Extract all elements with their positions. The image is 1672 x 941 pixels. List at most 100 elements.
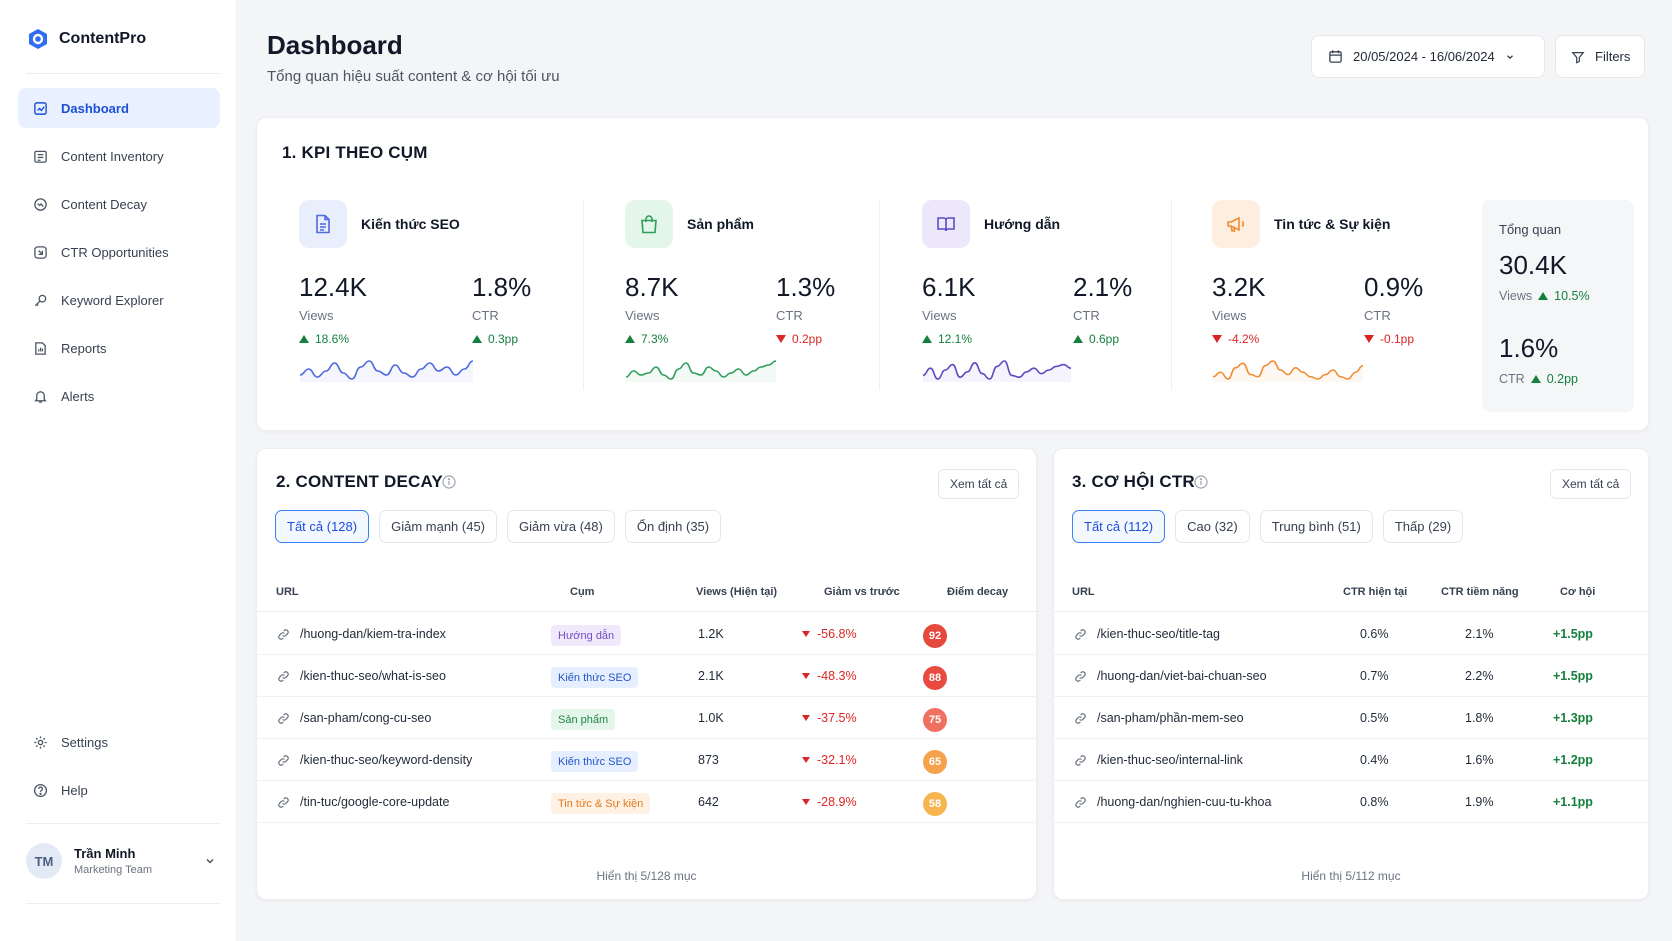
sidebar-item-dashboard[interactable]: Dashboard	[18, 88, 220, 128]
arrow-up-icon	[922, 335, 932, 343]
row-url[interactable]: /san-pham/cong-cu-seo	[300, 711, 432, 725]
row-opportunity: +1.5pp	[1553, 669, 1593, 683]
chip-medium[interactable]: Trung bình (51)	[1259, 510, 1373, 543]
table-row[interactable]: /huong-dan/nghien-cuu-tu-khoa 0.8% 1.9% +1.…	[1054, 781, 1648, 823]
see-all-button[interactable]: Xem tất cả	[1550, 469, 1632, 499]
cluster-tag: Tin tức & Sự kiện	[551, 793, 651, 814]
date-range-picker[interactable]: 20/05/2024 - 16/06/2024	[1311, 35, 1545, 78]
sidebar-item-settings[interactable]: Settings	[18, 722, 220, 762]
row-url[interactable]: /kien-thuc-seo/what-is-seo	[300, 669, 446, 683]
sidebar-item-label: Alerts	[61, 388, 95, 404]
sparkline-area	[923, 361, 1071, 382]
total-ctr-value: 1.6%	[1499, 333, 1559, 363]
chip-all[interactable]: Tất cả (112)	[1072, 510, 1166, 543]
col-views[interactable]: Views (Hiện tại)	[696, 586, 778, 598]
row-url[interactable]: /kien-thuc-seo/internal-link	[1097, 753, 1243, 767]
cluster-name: Kiến thức SEO	[361, 216, 460, 232]
table-row[interactable]: /huong-dan/kiem-tra-index Hướng dẫn 1.2K -5…	[257, 613, 1036, 655]
col-potential-ctr[interactable]: CTR tiềm năng	[1441, 586, 1519, 598]
arrow-down-icon	[1212, 335, 1222, 343]
table-row[interactable]: /kien-thuc-seo/internal-link 0.4% 1.6% +1.2…	[1054, 739, 1648, 781]
sidebar-item-help[interactable]: Help	[18, 770, 220, 810]
cluster-name: Hướng dẫn	[984, 216, 1061, 232]
link-icon	[277, 670, 290, 686]
arrow-up-icon	[625, 335, 635, 343]
info-icon[interactable]	[1194, 475, 1208, 489]
megaphone-icon	[1212, 200, 1260, 248]
sidebar-item-label: Reports	[61, 340, 107, 356]
col-opportunity[interactable]: Cơ hội	[1560, 586, 1596, 598]
ctr-filter-chips: Tất cả (112) Cao (32) Trung bình (51) Th…	[1072, 510, 1464, 543]
arrow-down-icon	[802, 673, 810, 679]
col-drop[interactable]: Giảm vs trước	[824, 586, 900, 598]
chevron-down-icon[interactable]	[204, 855, 216, 867]
chip-strong-decline[interactable]: Giảm mạnh (45)	[379, 510, 498, 543]
decay-footer: Hiển thị 5/128 mục	[596, 869, 697, 883]
row-url[interactable]: /huong-dan/kiem-tra-index	[300, 627, 446, 641]
decay-score-badge: 58	[923, 792, 947, 816]
content-decay-section: 2. CONTENT DECAY Xem tất cả Tất cả (128)…	[256, 448, 1037, 900]
sparkline-area	[626, 361, 776, 382]
views-value: 6.1K	[922, 272, 976, 302]
row-potential-ctr: 1.9%	[1465, 795, 1494, 809]
kpi-divider	[1171, 200, 1172, 390]
kpi-cluster-product[interactable]: Sản phẩm 8.7K Views 7.3% 1.3% CTR 0.2pp	[625, 200, 835, 390]
kpi-title: 1. KPI THEO CỤM	[282, 143, 428, 162]
help-icon	[32, 782, 48, 798]
sidebar: ContentPro Dashboard Content Inventory C…	[0, 0, 237, 941]
kpi-cluster-guides[interactable]: Hướng dẫn 6.1K Views 12.1% 2.1% CTR 0.6p…	[922, 200, 1132, 390]
col-url[interactable]: URL	[1072, 586, 1095, 598]
table-row[interactable]: /kien-thuc-seo/what-is-seo Kiến thức SEO 2…	[257, 655, 1036, 697]
user-profile[interactable]: TM Trần Minh Marketing Team	[26, 843, 220, 879]
col-decay-score[interactable]: Điểm decay	[947, 586, 1009, 598]
decay-filter-chips: Tất cả (128) Giảm mạnh (45) Giảm vừa (48…	[275, 510, 722, 543]
table-row[interactable]: /kien-thuc-seo/keyword-density Kiến thức …	[257, 739, 1036, 781]
ctr-value: 0.9%	[1364, 272, 1424, 302]
row-url[interactable]: /kien-thuc-seo/keyword-density	[300, 753, 473, 767]
app-logo[interactable]: ContentPro	[27, 28, 146, 50]
row-url[interactable]: /huong-dan/viet-bai-chuan-seo	[1097, 669, 1267, 683]
decay-score-badge: 92	[923, 624, 947, 648]
table-row[interactable]: /kien-thuc-seo/title-tag 0.6% 2.1% +1.5pp	[1054, 613, 1648, 655]
sidebar-item-keyword-explorer[interactable]: Keyword Explorer	[18, 280, 220, 320]
row-url[interactable]: /huong-dan/nghien-cuu-tu-khoa	[1097, 795, 1272, 809]
chip-low[interactable]: Thấp (29)	[1382, 510, 1464, 543]
chip-high[interactable]: Cao (32)	[1175, 510, 1250, 543]
row-url[interactable]: /san-pham/phần-mem-seo	[1097, 711, 1244, 725]
sidebar-item-alerts[interactable]: Alerts	[18, 376, 220, 416]
table-row[interactable]: /san-pham/cong-cu-seo Sản phẩm 1.0K -37.5% 7…	[257, 697, 1036, 739]
row-url[interactable]: /tin-tuc/google-core-update	[300, 795, 450, 809]
table-row[interactable]: /tin-tuc/google-core-update Tin tức & Sự …	[257, 781, 1036, 823]
info-icon[interactable]	[442, 475, 456, 489]
col-cluster[interactable]: Cụm	[570, 586, 595, 598]
app-name: ContentPro	[59, 30, 147, 47]
chip-all[interactable]: Tất cả (128)	[275, 510, 370, 543]
sidebar-divider	[26, 823, 220, 824]
col-url[interactable]: URL	[276, 586, 299, 598]
table-row[interactable]: /san-pham/phần-mem-seo 0.5% 1.8% +1.3pp	[1054, 697, 1648, 739]
row-views: 1.2K	[698, 627, 724, 641]
row-drop: -28.9%	[802, 795, 857, 809]
link-icon	[1074, 712, 1087, 728]
sidebar-item-content-inventory[interactable]: Content Inventory	[18, 136, 220, 176]
col-current-ctr[interactable]: CTR hiện tại	[1343, 586, 1408, 598]
dashboard-icon	[32, 100, 48, 116]
chip-stable[interactable]: Ổn định (35)	[624, 510, 722, 543]
sidebar-item-ctr-opportunities[interactable]: CTR Opportunities	[18, 232, 220, 272]
sidebar-item-content-decay[interactable]: Content Decay	[18, 184, 220, 224]
ctr-label: CTR	[1073, 308, 1100, 323]
kpi-cluster-news[interactable]: Tin tức & Sự kiện 3.2K Views -4.2% 0.9% …	[1212, 200, 1424, 390]
table-row[interactable]: /huong-dan/viet-bai-chuan-seo 0.7% 2.2% +1.…	[1054, 655, 1648, 697]
arrow-down-icon	[802, 799, 810, 805]
filters-button[interactable]: Filters	[1555, 35, 1645, 78]
sidebar-item-reports[interactable]: Reports	[18, 328, 220, 368]
views-delta: 12.1%	[922, 332, 972, 346]
kpi-cluster-seo[interactable]: Kiến thức SEO 12.4K Views 18.6% 1.8% CTR…	[299, 200, 534, 390]
sidebar-item-label: Content Decay	[61, 196, 147, 212]
chip-moderate-decline[interactable]: Giảm vừa (48)	[507, 510, 615, 543]
decay-icon	[32, 196, 48, 212]
ctr-delta: 0.3pp	[472, 332, 518, 346]
see-all-button[interactable]: Xem tất cả	[938, 469, 1020, 499]
sparkline-area	[300, 361, 473, 382]
row-url[interactable]: /kien-thuc-seo/title-tag	[1097, 627, 1220, 641]
